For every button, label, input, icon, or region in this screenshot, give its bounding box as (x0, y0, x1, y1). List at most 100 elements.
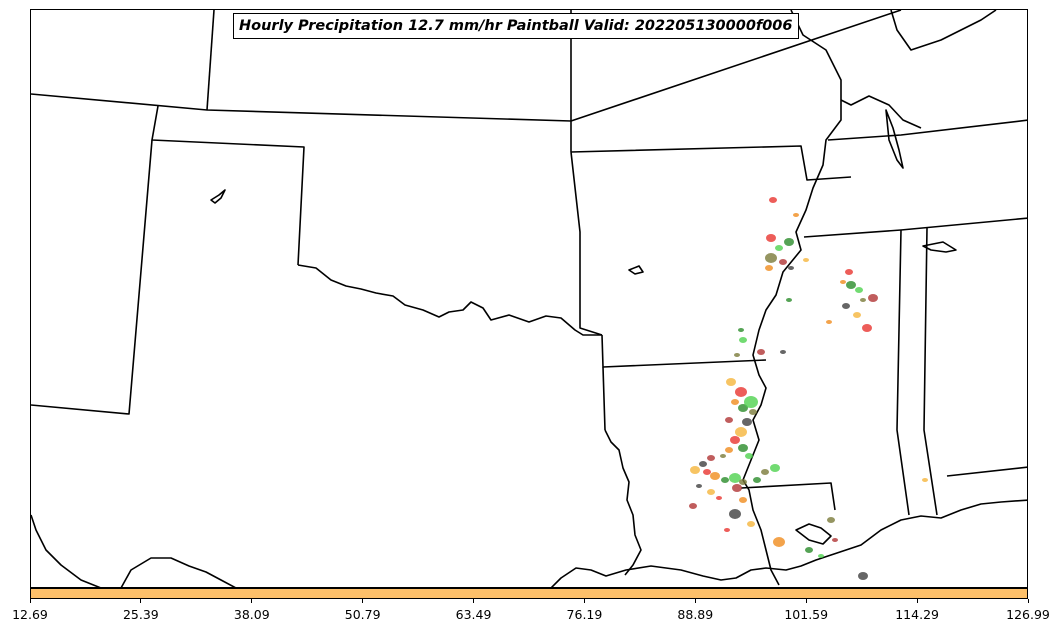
gulf-coastline (550, 499, 1027, 587)
precip-blob (773, 537, 785, 547)
map-title: Hourly Precipitation 12.7 mm/hr Paintbal… (233, 13, 799, 39)
precip-blob (775, 245, 783, 251)
precip-blob (730, 436, 740, 444)
precip-blob (862, 324, 872, 332)
precip-blob (855, 287, 863, 293)
precip-blob (827, 517, 835, 523)
precip-blob (846, 281, 856, 289)
lake (628, 265, 644, 275)
precip-blob (749, 409, 757, 415)
precip-blob (786, 298, 792, 302)
precip-blob (753, 477, 761, 483)
precip-blob (803, 258, 809, 262)
gulf-coastline (120, 557, 236, 587)
colorbar-tick-label: 126.99 (1006, 607, 1050, 622)
precip-blob (739, 497, 747, 503)
precip-blob (860, 298, 866, 302)
lake (922, 241, 957, 253)
precip-blob (721, 477, 729, 483)
colorbar-tick (251, 599, 253, 603)
state-boundary (946, 466, 1027, 477)
precip-blob (738, 404, 748, 412)
colorbar-tick (362, 599, 364, 603)
precip-blob (765, 253, 777, 263)
state-boundary (31, 139, 153, 415)
state-boundary (31, 10, 902, 122)
precip-blob (716, 496, 722, 500)
precip-blob (735, 387, 747, 397)
colorbar-tick (29, 599, 31, 603)
colorbar-tick (1027, 599, 1029, 603)
colorbar-tick-label: 63.49 (455, 607, 492, 622)
precip-blob (858, 572, 868, 580)
lake-michigan (885, 109, 904, 169)
map-canvas (31, 10, 1027, 587)
colorbar-tick-label: 12.69 (12, 607, 48, 622)
precip-blob (739, 337, 747, 343)
colorbar-tick (805, 599, 807, 603)
lake-pontchartrain (795, 523, 832, 545)
precip-blob (793, 213, 799, 217)
precip-blob (922, 478, 928, 482)
precip-blob (757, 349, 765, 355)
precip-blob (725, 417, 733, 423)
precip-blob (726, 378, 736, 386)
precip-blob (742, 418, 752, 426)
precip-blob (747, 521, 755, 527)
colorbar-tick-label: 25.39 (122, 607, 159, 622)
colorbar-tick-label: 101.59 (784, 607, 829, 622)
state-boundary (570, 151, 603, 336)
precip-blob (739, 479, 747, 485)
colorbar-tick-label: 76.19 (566, 607, 603, 622)
colorbar-tick-label: 38.09 (233, 607, 270, 622)
colorbar-tick-label: 88.89 (677, 607, 714, 622)
state-boundary (602, 366, 606, 431)
precip-blob (732, 484, 742, 492)
precip-blob (842, 303, 850, 309)
colorbar-tick-label: 50.79 (344, 607, 381, 622)
precip-blob (761, 469, 769, 475)
gulf-coastline (31, 514, 101, 587)
precip-blob (853, 312, 861, 318)
precip-blob (805, 547, 813, 553)
precip-blob (745, 453, 753, 459)
precip-blob (720, 454, 726, 458)
state-boundary (740, 482, 836, 511)
colorbar-tick-label: 114.29 (895, 607, 939, 622)
shoreline (840, 95, 922, 129)
state-boundary (827, 119, 1027, 141)
precip-blob (788, 266, 794, 270)
precip-blob (725, 447, 733, 453)
precip-paintball-layer (689, 197, 928, 580)
precip-blob (832, 538, 838, 542)
precip-blob (731, 399, 739, 405)
precip-blob (729, 509, 741, 519)
precip-blob (738, 328, 744, 332)
precip-blob (769, 197, 777, 203)
precip-blob (699, 461, 707, 467)
precip-blob (707, 455, 715, 461)
precip-blob (845, 269, 853, 275)
colorbar-tick (473, 599, 475, 603)
precip-blob (765, 265, 773, 271)
state-boundary (206, 10, 215, 111)
shoreline (890, 10, 997, 51)
precip-blob (724, 528, 730, 532)
precip-blob (707, 489, 715, 495)
state-boundary (896, 229, 910, 516)
colorbar-tick (583, 599, 585, 603)
precip-blob (710, 472, 720, 480)
lake (210, 189, 226, 204)
state-boundary (151, 105, 305, 266)
precip-blob (696, 484, 702, 488)
red-river (297, 264, 602, 336)
precip-blob (729, 473, 741, 483)
state-boundary (570, 145, 852, 181)
state-boundary (803, 217, 1027, 238)
precip-blob (779, 259, 787, 265)
precip-blob (689, 503, 697, 509)
precip-blob (703, 469, 711, 475)
colorbar-tick (916, 599, 918, 603)
precip-blob (818, 554, 824, 558)
map-panel (30, 9, 1028, 588)
